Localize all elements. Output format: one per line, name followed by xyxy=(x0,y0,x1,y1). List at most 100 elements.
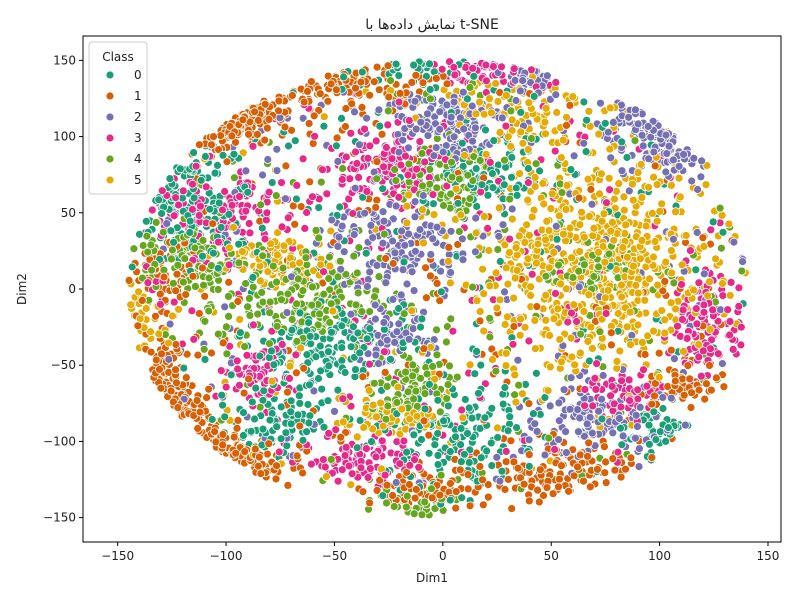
point-class-1 xyxy=(419,416,429,426)
point-class-4 xyxy=(353,288,363,298)
point-class-0 xyxy=(417,435,426,444)
point-class-2 xyxy=(574,427,583,437)
point-class-0 xyxy=(217,390,227,400)
point-class-0 xyxy=(661,436,670,446)
point-class-1 xyxy=(535,465,545,475)
point-class-2 xyxy=(497,113,507,123)
point-class-3 xyxy=(706,225,716,235)
point-class-2 xyxy=(631,433,640,443)
point-class-5 xyxy=(488,355,497,364)
point-class-0 xyxy=(367,437,376,447)
point-class-1 xyxy=(407,78,417,87)
point-class-3 xyxy=(318,165,327,175)
point-class-4 xyxy=(248,282,258,292)
point-class-0 xyxy=(459,449,469,459)
point-class-5 xyxy=(502,312,512,322)
point-class-5 xyxy=(617,280,626,290)
point-class-2 xyxy=(716,305,725,315)
point-class-4 xyxy=(166,254,176,264)
point-class-0 xyxy=(287,325,297,335)
point-class-0 xyxy=(487,169,497,179)
point-class-0 xyxy=(394,304,404,313)
point-class-0 xyxy=(207,415,217,424)
point-class-4 xyxy=(576,329,585,339)
point-class-0 xyxy=(255,351,265,361)
point-class-3 xyxy=(607,381,617,391)
point-class-5 xyxy=(507,115,517,125)
point-class-1 xyxy=(323,96,333,106)
point-class-4 xyxy=(256,200,266,210)
point-class-3 xyxy=(248,320,258,330)
point-class-3 xyxy=(734,301,744,311)
point-class-5 xyxy=(479,109,489,119)
point-class-2 xyxy=(498,220,508,230)
point-class-2 xyxy=(390,248,400,258)
point-class-5 xyxy=(478,264,488,274)
point-class-1 xyxy=(274,96,284,106)
point-class-0 xyxy=(489,136,499,146)
point-class-3 xyxy=(345,174,355,184)
point-class-5 xyxy=(538,179,548,188)
point-class-5 xyxy=(556,279,565,289)
point-class-3 xyxy=(322,189,332,199)
point-class-3 xyxy=(383,120,393,130)
point-class-0 xyxy=(482,446,492,456)
point-class-0 xyxy=(335,202,345,212)
point-class-5 xyxy=(402,218,412,228)
point-class-2 xyxy=(272,144,282,154)
point-class-5 xyxy=(540,117,550,127)
point-class-2 xyxy=(378,207,388,217)
point-class-2 xyxy=(349,230,359,239)
point-class-4 xyxy=(527,134,536,143)
point-class-0 xyxy=(361,248,371,258)
point-class-3 xyxy=(234,380,244,390)
point-class-5 xyxy=(541,103,551,113)
point-class-2 xyxy=(633,119,643,129)
point-class-0 xyxy=(200,354,210,364)
point-class-1 xyxy=(533,485,542,495)
point-class-2 xyxy=(634,462,644,472)
point-class-1 xyxy=(159,272,169,282)
point-class-5 xyxy=(566,333,576,343)
point-class-4 xyxy=(422,369,432,379)
point-class-0 xyxy=(286,396,296,406)
point-class-3 xyxy=(728,344,738,354)
point-class-4 xyxy=(439,201,448,210)
point-class-3 xyxy=(371,452,381,462)
point-class-0 xyxy=(196,175,206,185)
point-class-0 xyxy=(597,414,607,424)
point-class-5 xyxy=(575,220,585,230)
point-class-4 xyxy=(324,274,334,284)
point-class-0 xyxy=(402,447,412,457)
point-class-5 xyxy=(649,172,658,182)
point-class-2 xyxy=(391,478,401,487)
point-class-0 xyxy=(306,339,316,349)
point-class-4 xyxy=(258,297,268,307)
point-class-5 xyxy=(547,189,557,199)
point-class-1 xyxy=(172,378,181,388)
point-class-0 xyxy=(470,369,480,379)
point-class-1 xyxy=(660,276,670,286)
point-class-5 xyxy=(584,106,594,116)
point-class-5 xyxy=(671,207,680,217)
point-class-1 xyxy=(616,472,626,482)
point-class-0 xyxy=(175,164,185,174)
point-class-5 xyxy=(612,356,622,366)
point-class-2 xyxy=(350,183,360,193)
point-class-4 xyxy=(221,322,231,332)
point-class-3 xyxy=(678,305,688,315)
point-class-0 xyxy=(460,395,470,404)
point-class-2 xyxy=(333,157,343,166)
point-class-5 xyxy=(701,180,711,190)
point-class-2 xyxy=(263,155,273,164)
point-class-2 xyxy=(446,268,456,277)
point-class-3 xyxy=(178,186,188,196)
point-class-5 xyxy=(681,231,691,240)
point-class-3 xyxy=(338,394,348,404)
point-class-4 xyxy=(190,281,200,291)
point-class-2 xyxy=(298,113,308,123)
point-class-0 xyxy=(267,178,277,188)
point-class-0 xyxy=(200,152,210,161)
point-class-5 xyxy=(636,254,645,264)
point-class-5 xyxy=(679,346,688,356)
